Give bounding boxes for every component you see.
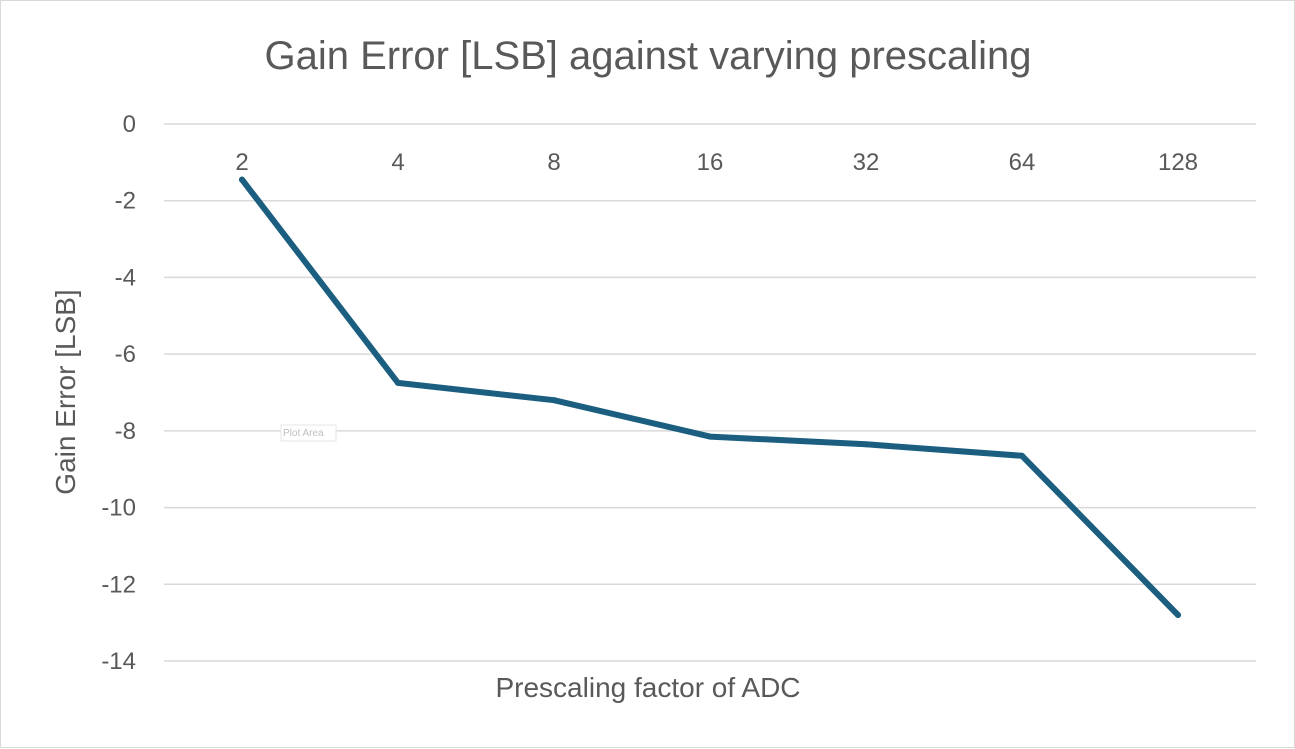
x-category-label: 2 <box>235 149 248 176</box>
data-point[interactable] <box>551 397 557 404</box>
tooltip-box <box>280 424 337 442</box>
x-category-label: 32 <box>853 149 880 176</box>
data-point[interactable] <box>1019 452 1025 459</box>
data-point[interactable] <box>239 176 245 183</box>
series-line[interactable] <box>239 176 1181 618</box>
x-axis-title: Prescaling factor of ADC <box>495 672 800 703</box>
plot-area-tooltip: Plot Area <box>280 424 337 442</box>
y-tick-label: -6 <box>115 341 136 368</box>
data-point[interactable] <box>395 379 401 386</box>
y-tick-label: 0 <box>123 111 136 138</box>
data-point[interactable] <box>707 433 713 440</box>
y-axis-title: Gain Error [LSB] <box>50 289 81 494</box>
y-tick-label: -14 <box>101 648 136 675</box>
y-tick-label: -4 <box>115 264 136 291</box>
series-layer[interactable] <box>239 176 1181 618</box>
data-point[interactable] <box>863 441 869 448</box>
tooltip-label: Plot Area <box>283 428 324 439</box>
x-category-label: 128 <box>1158 149 1198 176</box>
y-tick-label: -2 <box>115 188 136 215</box>
chart-title: Gain Error [LSB] against varying prescal… <box>264 34 1031 78</box>
y-axis-ticks: 0 -2 -4 -6 -8 -10 -12 -14 <box>101 111 136 675</box>
x-category-label: 8 <box>547 149 560 176</box>
x-category-label: 64 <box>1009 149 1036 176</box>
x-category-label: 4 <box>391 149 404 176</box>
data-point[interactable] <box>1175 611 1181 618</box>
x-category-label: 16 <box>697 149 724 176</box>
x-axis-categories: 2 4 8 16 32 64 128 <box>235 149 1198 176</box>
gridlines <box>164 123 1256 662</box>
y-tick-label: -10 <box>101 495 136 522</box>
y-tick-label: -8 <box>115 418 136 445</box>
y-tick-label: -12 <box>101 571 136 598</box>
